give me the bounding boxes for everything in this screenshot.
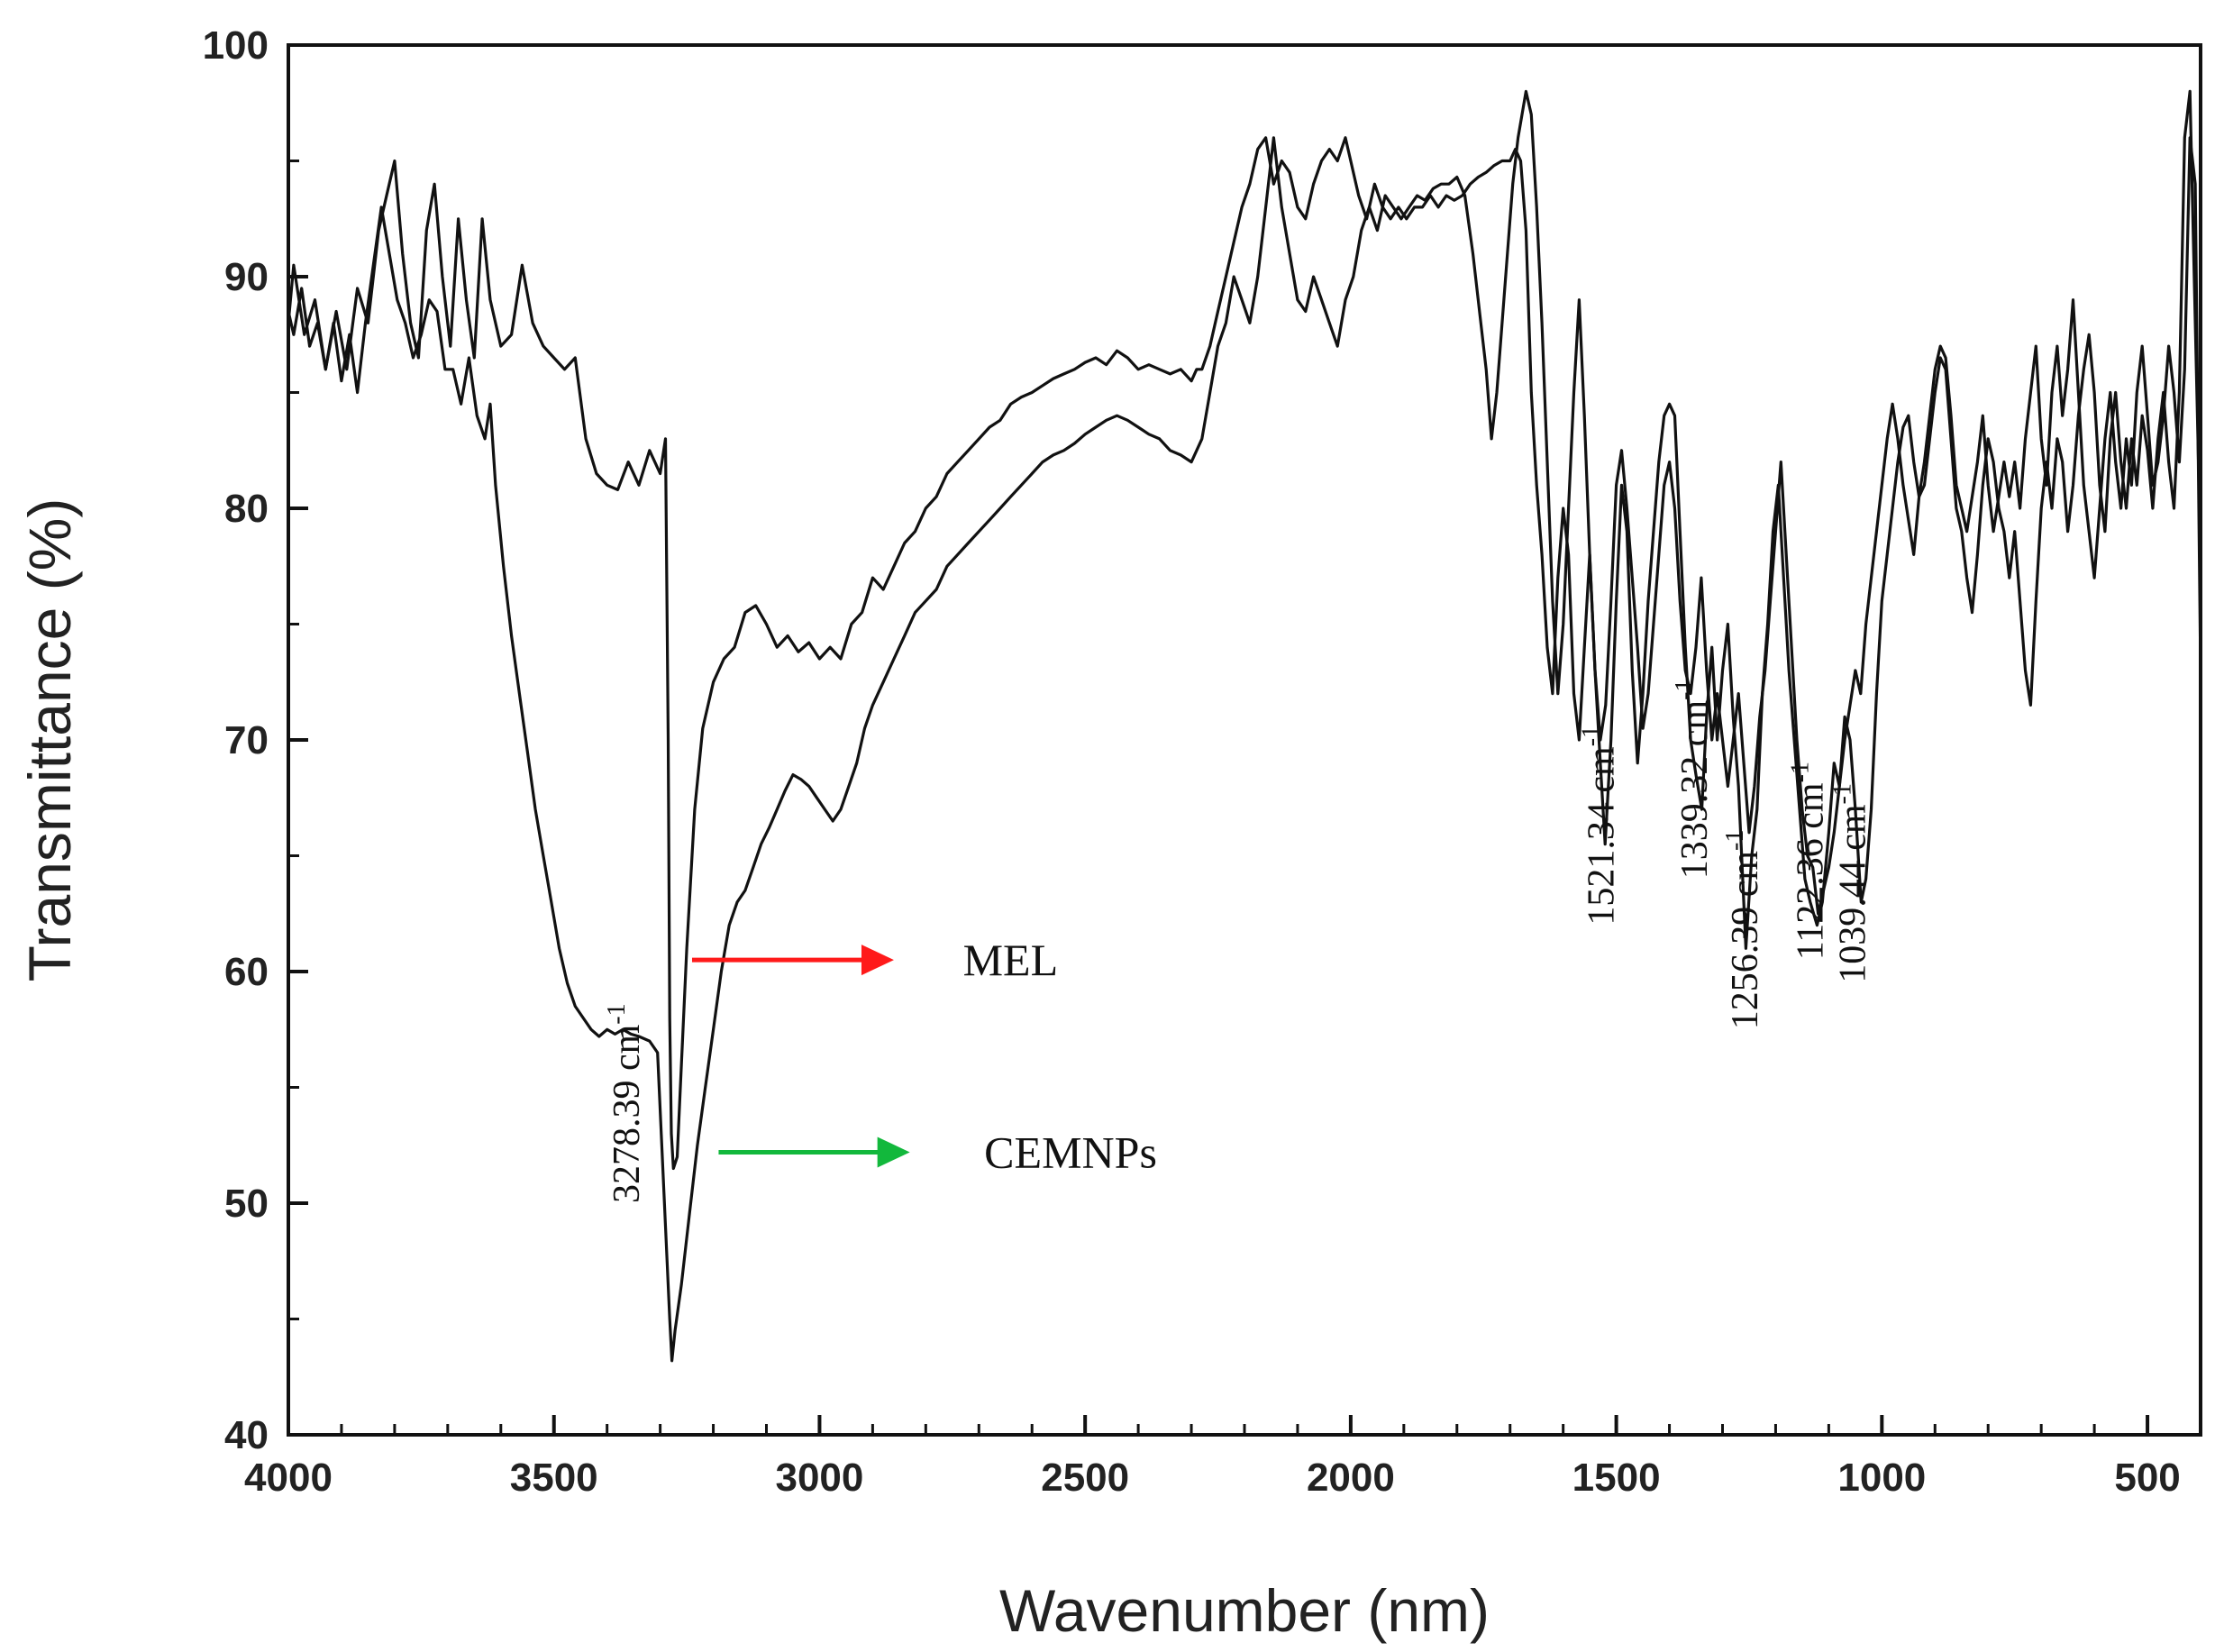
peak-label-text: 1339.32 cm bbox=[1674, 700, 1716, 880]
legend-label: CEMNPs bbox=[984, 1127, 1157, 1177]
plot-frame bbox=[287, 43, 2202, 1437]
x-tick-label: 1500 bbox=[1572, 1456, 1661, 1500]
legend-entry: MEL bbox=[691, 935, 1059, 985]
y-tick-label: 100 bbox=[203, 23, 269, 68]
x-tick-label: 4000 bbox=[244, 1456, 333, 1500]
legend-entry: CEMNPs bbox=[718, 1127, 1157, 1177]
y-tick-label: 90 bbox=[224, 255, 269, 299]
series-layer bbox=[287, 89, 2202, 1363]
peak-label-text: 1039.44 cm bbox=[1833, 804, 1874, 983]
peak-label: 3278.39 cm-1 bbox=[603, 1003, 648, 1203]
legend-label: MEL bbox=[963, 935, 1059, 985]
y-tick-label: 80 bbox=[224, 487, 269, 531]
peak-label-sup: -1 bbox=[1721, 830, 1749, 851]
series-line-2 bbox=[287, 89, 2202, 1363]
y-tick-label: 60 bbox=[224, 950, 269, 994]
legend-layer: MEL CEMNPs bbox=[691, 935, 1157, 1177]
legend-arrow-head bbox=[861, 945, 894, 976]
legend-arrow-head bbox=[877, 1136, 910, 1168]
peak-label-text: 1521.34 cm bbox=[1581, 746, 1623, 926]
peak-label: 1339.32 cm-1 bbox=[1671, 680, 1716, 880]
series-line-1 bbox=[287, 89, 2202, 1171]
x-tick-label: 2500 bbox=[1041, 1456, 1129, 1500]
peak-label-sup: -1 bbox=[603, 1003, 631, 1024]
peak-label-text: 1122.36 cm bbox=[1790, 782, 1831, 960]
x-tick-label: 2000 bbox=[1307, 1456, 1395, 1500]
peak-label: 1122.36 cm-1 bbox=[1786, 762, 1831, 960]
peak-label-sup: -1 bbox=[1829, 783, 1857, 804]
x-tick-label: 500 bbox=[2114, 1456, 2180, 1500]
y-tick-label: 50 bbox=[224, 1182, 269, 1226]
ticks-layer: 4000 3500 3000 2500 2000 1500 1000 500 40 50 60 70 8… bbox=[203, 23, 2202, 1500]
peak-label-sup: -1 bbox=[1786, 762, 1814, 782]
peak-label: 1256.39 cm-1 bbox=[1721, 830, 1766, 1030]
peak-label-sup: -1 bbox=[1578, 726, 1606, 746]
peak-label-sup: -1 bbox=[1671, 680, 1699, 700]
peak-label-text: 1256.39 cm bbox=[1725, 851, 1766, 1030]
x-axis-title: Wavenumber (nm) bbox=[999, 1577, 1490, 1644]
y-tick-label: 70 bbox=[224, 718, 269, 762]
peak-label: 1521.34 cm-1 bbox=[1578, 726, 1623, 926]
y-axis-title: Transmittance (%) bbox=[16, 498, 83, 982]
peak-label-text: 3278.39 cm bbox=[606, 1024, 648, 1203]
y-tick-label: 40 bbox=[224, 1413, 269, 1457]
x-tick-label: 1000 bbox=[1837, 1456, 1926, 1500]
x-tick-label: 3500 bbox=[510, 1456, 598, 1500]
x-tick-label: 3000 bbox=[775, 1456, 863, 1500]
peak-label: 1039.44 cm-1 bbox=[1829, 783, 1874, 983]
